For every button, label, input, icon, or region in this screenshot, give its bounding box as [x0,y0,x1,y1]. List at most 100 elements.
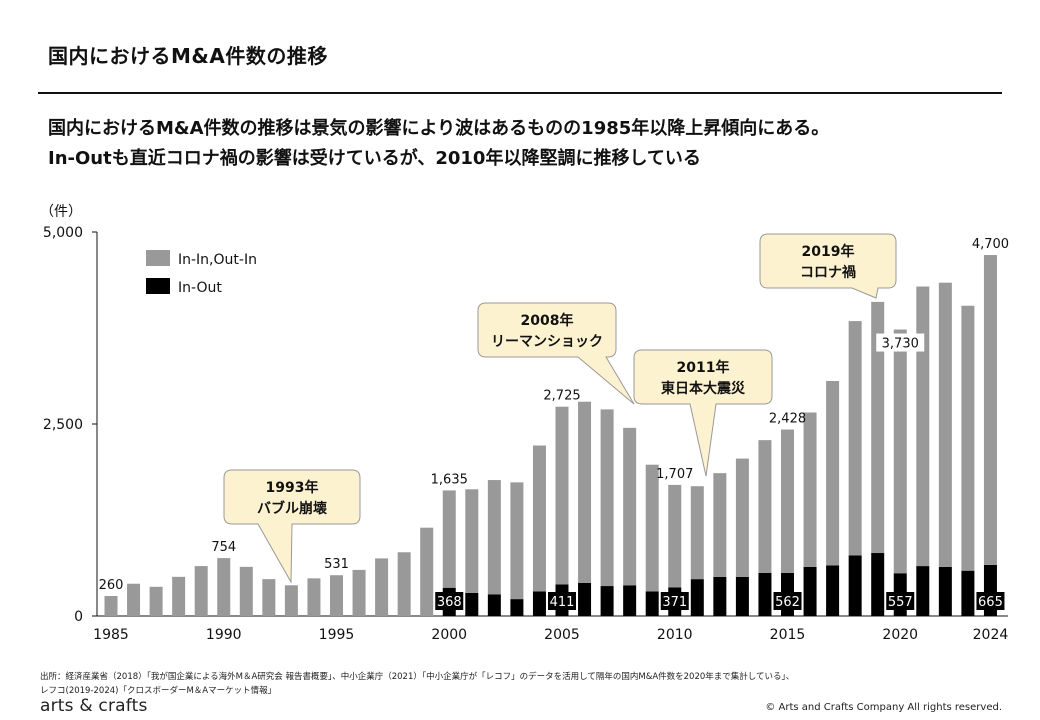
bar-in-in-out-in [330,575,343,616]
y-tick-label: 5,000 [43,225,83,241]
bar-in-in-out-in [375,558,389,616]
legend-label: In-In,Out-In [178,252,257,268]
x-tick-label: 1990 [206,627,242,643]
x-tick-label: 2000 [431,627,467,643]
callout-bubble [759,233,897,299]
callout-year: 2019年 [802,243,855,260]
bar-in-out [690,579,704,616]
total-label-bg [876,333,925,352]
x-tick-label: 2015 [770,627,806,643]
bar-in-in-out-in [600,409,614,587]
bar-in-in-out-in [803,412,817,567]
bar-in-in-out-in [848,321,862,556]
bar-in-out [826,565,840,616]
in-out-data-label: 562 [775,595,800,610]
y-axis-unit-label: （件） [40,204,82,220]
y-tick-label: 0 [74,609,83,625]
x-tick-label: 1995 [319,627,355,643]
bar-in-out [735,576,749,616]
bar-in-out [803,566,817,616]
title-divider [38,92,1002,94]
in-out-data-label: 411 [550,595,575,610]
bar-in-in-out-in [284,585,298,616]
x-tick-label: 2005 [544,627,580,643]
bar-in-out [848,555,862,616]
summary-line-1: 国内におけるM&A件数の推移は景気の影響により波はあるものの1985年以降上昇傾… [48,118,830,139]
bar-in-in-out-in [487,480,501,595]
callout-year: 2008年 [521,312,574,329]
bar-in-out [645,591,659,616]
chart-legend: In-In,Out-In In-Out [146,250,257,296]
bar-in-out [532,591,546,616]
bar-in-out [916,566,930,616]
callout-event: 東日本大震災 [661,380,746,397]
bar-in-out [465,592,479,616]
bar-in-in-out-in [442,490,456,588]
bar-in-in-out-in [465,489,479,593]
bar-in-in-out-in [217,558,231,616]
bar-in-out [938,566,952,616]
copyright: © Arts and Crafts Company All rights res… [765,702,1002,713]
bar-in-in-out-in [893,329,907,574]
bar-in-in-out-in [735,458,749,577]
chart-bars [104,255,997,616]
in-out-data-label: 557 [888,595,913,610]
bar-in-out [600,586,614,616]
bar-in-in-out-in [127,583,141,616]
bar-in-out [578,582,592,616]
summary: 国内におけるM&A件数の推移は景気の影響により波はあるものの1985年以降上昇傾… [48,114,829,174]
in-out-label-box [886,592,915,610]
bar-in-in-out-in [713,473,727,577]
in-out-label-box [548,592,576,610]
total-data-label: 531 [324,557,349,572]
bar-in-in-out-in [983,255,997,565]
bar-in-in-out-in [510,482,524,600]
x-tick-label: 2010 [657,627,693,643]
bar-in-in-out-in [938,282,952,567]
x-tick-label: 1985 [93,627,129,643]
bar-in-in-out-in [104,596,118,616]
in-out-label-box [773,592,802,610]
in-out-label-box [976,592,1005,610]
x-tick-label: 2020 [882,627,918,643]
bar-in-out [758,572,772,616]
in-out-data-label: 371 [662,595,687,610]
legend-label: In-Out [178,280,222,296]
bar-in-in-out-in [239,566,253,616]
bar-in-in-out-in [352,569,366,616]
callout-event: リーマンショック [491,334,603,350]
bar-in-in-out-in [555,406,569,585]
chart-data-labels: 260 754 531 1,635 2,725 1,707 2,428 3,730 4,700 3… [99,237,1009,610]
summary-line-2: In-Outも直近コロナ禍の影響は受けているが、2010年以降堅調に推移している [48,148,701,169]
bar-in-in-out-in [758,440,772,573]
bar-in-in-out-in [307,578,321,616]
total-data-label: 2,428 [769,412,806,427]
chart-annotations: 1993年バブル崩壊2008年リーマンショック2011年東日本大震災2019年コ… [223,233,897,584]
y-tick-label: 2,500 [43,417,83,433]
mna-chart: （件） 0 2,500 5,000 1985 1990 1995 2000 2005 2010 20… [40,204,1009,643]
total-data-label: 4,700 [972,237,1009,252]
chart-axes: （件） 0 2,500 5,000 1985 1990 1995 2000 2005 2010 20… [40,204,1008,643]
bar-in-out [487,594,501,616]
bar-in-in-out-in [149,586,163,616]
bar-in-in-out-in [262,579,276,616]
callout-year: 2011年 [677,359,730,376]
bar-in-in-out-in [668,484,682,588]
callout-bubble [633,349,773,477]
bar-in-in-out-in [690,486,704,580]
bar-in-out [961,570,975,616]
bar-in-in-out-in [172,576,186,616]
x-tick-label: 2024 [973,627,1009,643]
bar-in-out [713,576,727,616]
in-out-data-label: 368 [437,595,462,610]
bar-in-out [623,585,637,616]
bar-in-in-out-in [420,527,434,616]
in-out-label-box [660,592,689,610]
total-data-label: 260 [99,578,124,593]
bar-in-in-out-in [623,427,637,586]
callout-bubble [223,469,361,584]
